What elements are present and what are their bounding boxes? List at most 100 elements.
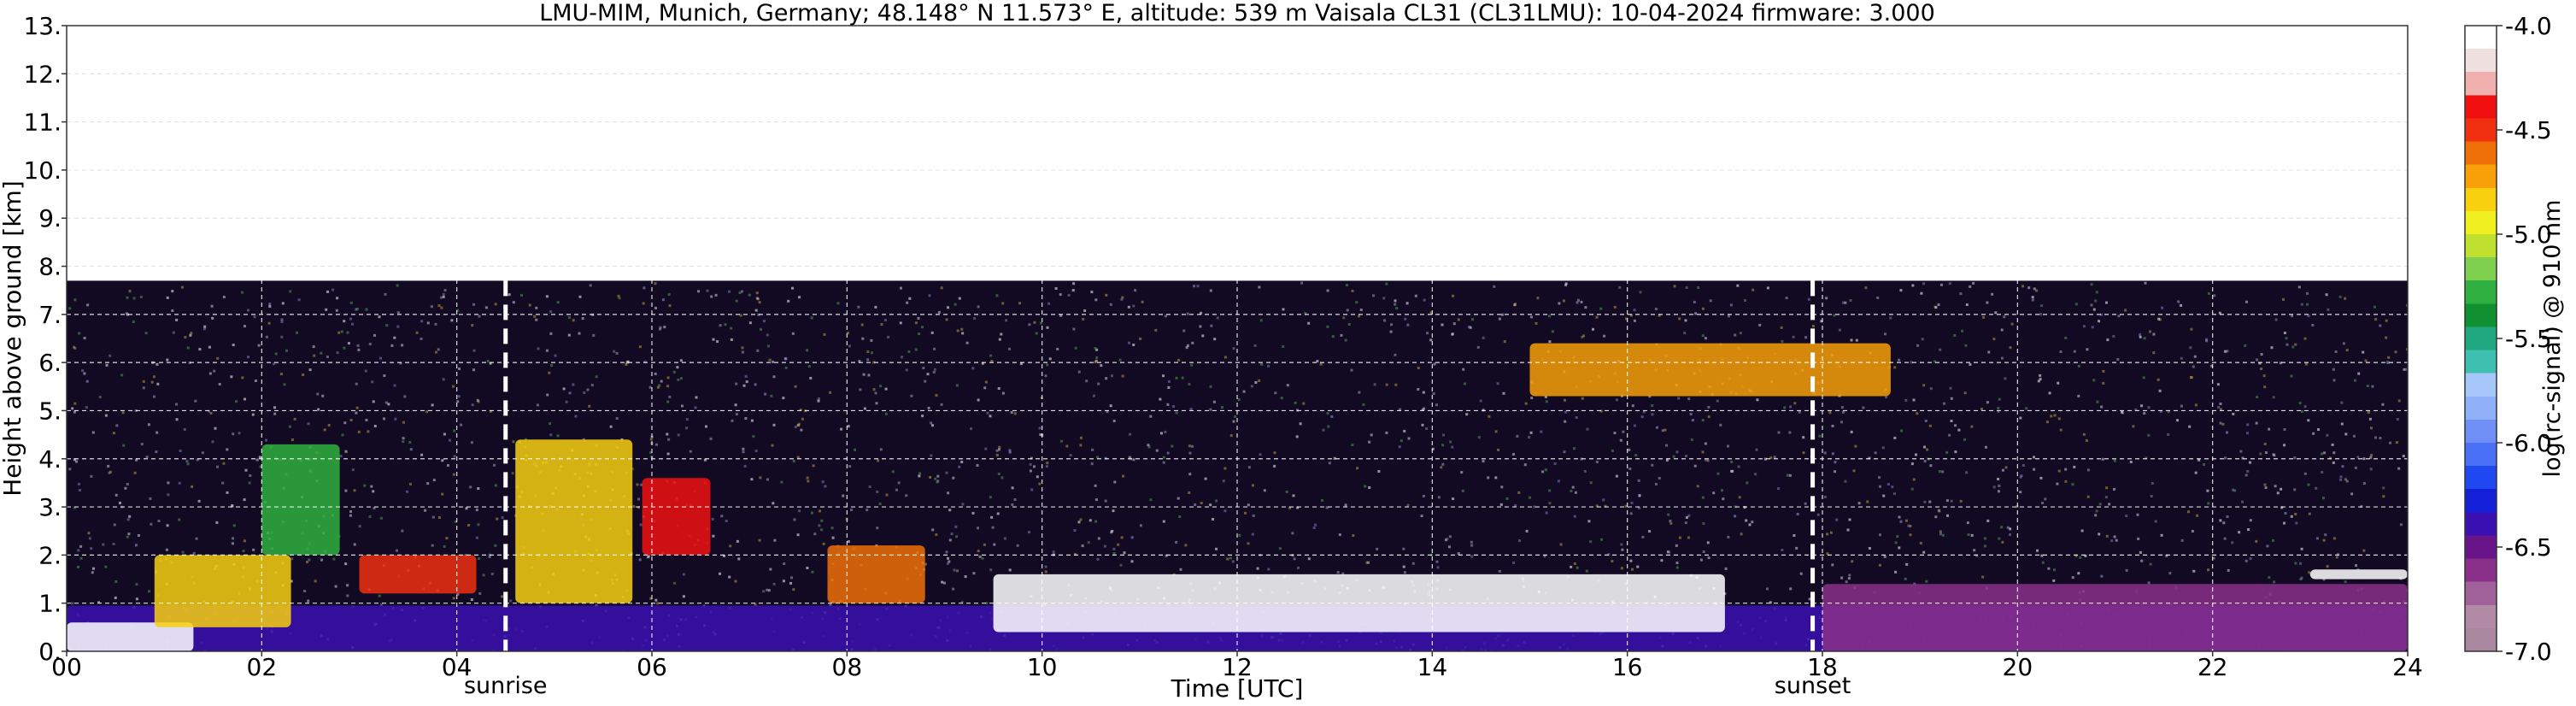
noise-speck <box>1849 299 1852 302</box>
noise-speck <box>1141 300 1144 303</box>
noise-speck <box>79 544 83 548</box>
noise-speck <box>1898 515 1901 519</box>
noise-speck <box>378 315 381 319</box>
noise-speck <box>2091 326 2094 329</box>
noise-speck <box>1358 315 1360 318</box>
noise-speck <box>1777 431 1781 434</box>
noise-speck <box>710 295 713 298</box>
noise-speck <box>1675 566 1679 569</box>
noise-speck <box>891 470 895 474</box>
noise-speck <box>2304 362 2308 366</box>
noise-speck <box>1631 568 1634 571</box>
noise-speck <box>2212 556 2215 560</box>
noise-speck <box>2147 581 2151 585</box>
noise-speck <box>509 599 513 603</box>
noise-speck <box>379 603 383 607</box>
noise-speck <box>1792 335 1795 338</box>
noise-speck <box>636 483 639 486</box>
noise-speck <box>991 526 995 529</box>
noise-speck <box>907 350 911 353</box>
noise-speck <box>460 423 463 427</box>
noise-speck <box>244 468 248 472</box>
noise-speck <box>501 516 504 520</box>
noise-speck <box>1748 523 1752 527</box>
noise-speck <box>930 454 933 457</box>
noise-speck <box>2092 379 2096 382</box>
noise-speck <box>874 305 877 309</box>
noise-speck <box>613 350 616 353</box>
noise-speck <box>2274 318 2278 321</box>
noise-speck <box>2105 534 2109 538</box>
noise-speck <box>1620 567 1623 570</box>
noise-speck <box>442 295 445 298</box>
noise-speck <box>1939 532 1942 536</box>
noise-speck <box>281 302 285 305</box>
noise-speck <box>1651 463 1654 467</box>
noise-speck <box>1831 424 1834 427</box>
noise-speck <box>1127 305 1130 309</box>
noise-speck <box>1446 538 1449 541</box>
noise-speck <box>1190 363 1194 367</box>
noise-speck <box>1299 422 1302 426</box>
noise-speck <box>796 456 800 459</box>
noise-speck <box>1850 338 1853 342</box>
noise-speck <box>2332 461 2335 464</box>
noise-speck <box>1094 520 1098 523</box>
noise-speck <box>1544 395 1547 398</box>
noise-speck <box>2161 306 2164 309</box>
noise-speck <box>1345 284 1348 287</box>
noise-speck <box>1403 429 1406 432</box>
noise-speck <box>2379 437 2382 439</box>
noise-speck <box>226 448 229 451</box>
noise-speck <box>408 482 412 485</box>
noise-speck <box>1514 503 1517 507</box>
noise-speck <box>494 303 497 306</box>
noise-speck <box>972 572 976 575</box>
noise-speck <box>1167 385 1171 389</box>
noise-speck <box>71 602 73 605</box>
noise-speck <box>1259 453 1262 456</box>
noise-speck <box>2064 337 2068 339</box>
noise-speck <box>1834 461 1837 464</box>
noise-speck <box>1997 409 2000 413</box>
noise-speck <box>1665 458 1669 462</box>
noise-speck <box>1658 314 1661 317</box>
noise-speck <box>2238 531 2241 534</box>
noise-speck <box>1589 481 1593 485</box>
noise-speck <box>1451 332 1454 336</box>
noise-speck <box>442 378 445 381</box>
noise-speck <box>1658 477 1661 479</box>
noise-speck <box>875 402 878 405</box>
noise-speck <box>1780 326 1783 329</box>
noise-speck <box>1095 348 1099 351</box>
noise-speck <box>1638 494 1641 497</box>
noise-speck <box>2337 552 2340 556</box>
noise-speck <box>728 575 731 579</box>
noise-speck <box>2256 358 2259 362</box>
noise-speck <box>772 360 774 363</box>
noise-speck <box>1840 576 1844 580</box>
noise-speck <box>1121 296 1124 299</box>
noise-speck <box>1685 455 1687 457</box>
noise-speck <box>1286 384 1289 387</box>
noise-speck <box>1344 338 1347 342</box>
noise-speck <box>1476 345 1480 349</box>
noise-speck <box>1175 541 1178 544</box>
noise-speck <box>1564 420 1567 423</box>
noise-speck <box>1196 285 1200 288</box>
noise-speck <box>744 417 748 420</box>
noise-speck <box>1065 444 1069 448</box>
noise-speck <box>1599 307 1603 310</box>
noise-speck <box>302 374 305 376</box>
noise-speck <box>1494 430 1498 433</box>
noise-speck <box>2303 337 2307 340</box>
noise-speck <box>2193 355 2197 358</box>
noise-speck <box>2216 383 2220 386</box>
noise-speck <box>434 322 437 326</box>
noise-speck <box>1845 580 1848 584</box>
noise-speck <box>2106 338 2110 342</box>
noise-speck <box>1905 519 1908 522</box>
noise-speck <box>78 332 81 335</box>
noise-speck <box>1013 498 1017 501</box>
noise-speck <box>936 474 940 478</box>
